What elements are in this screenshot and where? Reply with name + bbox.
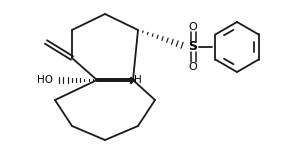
Text: O: O bbox=[189, 22, 197, 32]
Text: HO: HO bbox=[37, 75, 53, 85]
Text: H: H bbox=[134, 75, 142, 85]
Text: S: S bbox=[189, 41, 198, 54]
Text: O: O bbox=[189, 62, 197, 72]
